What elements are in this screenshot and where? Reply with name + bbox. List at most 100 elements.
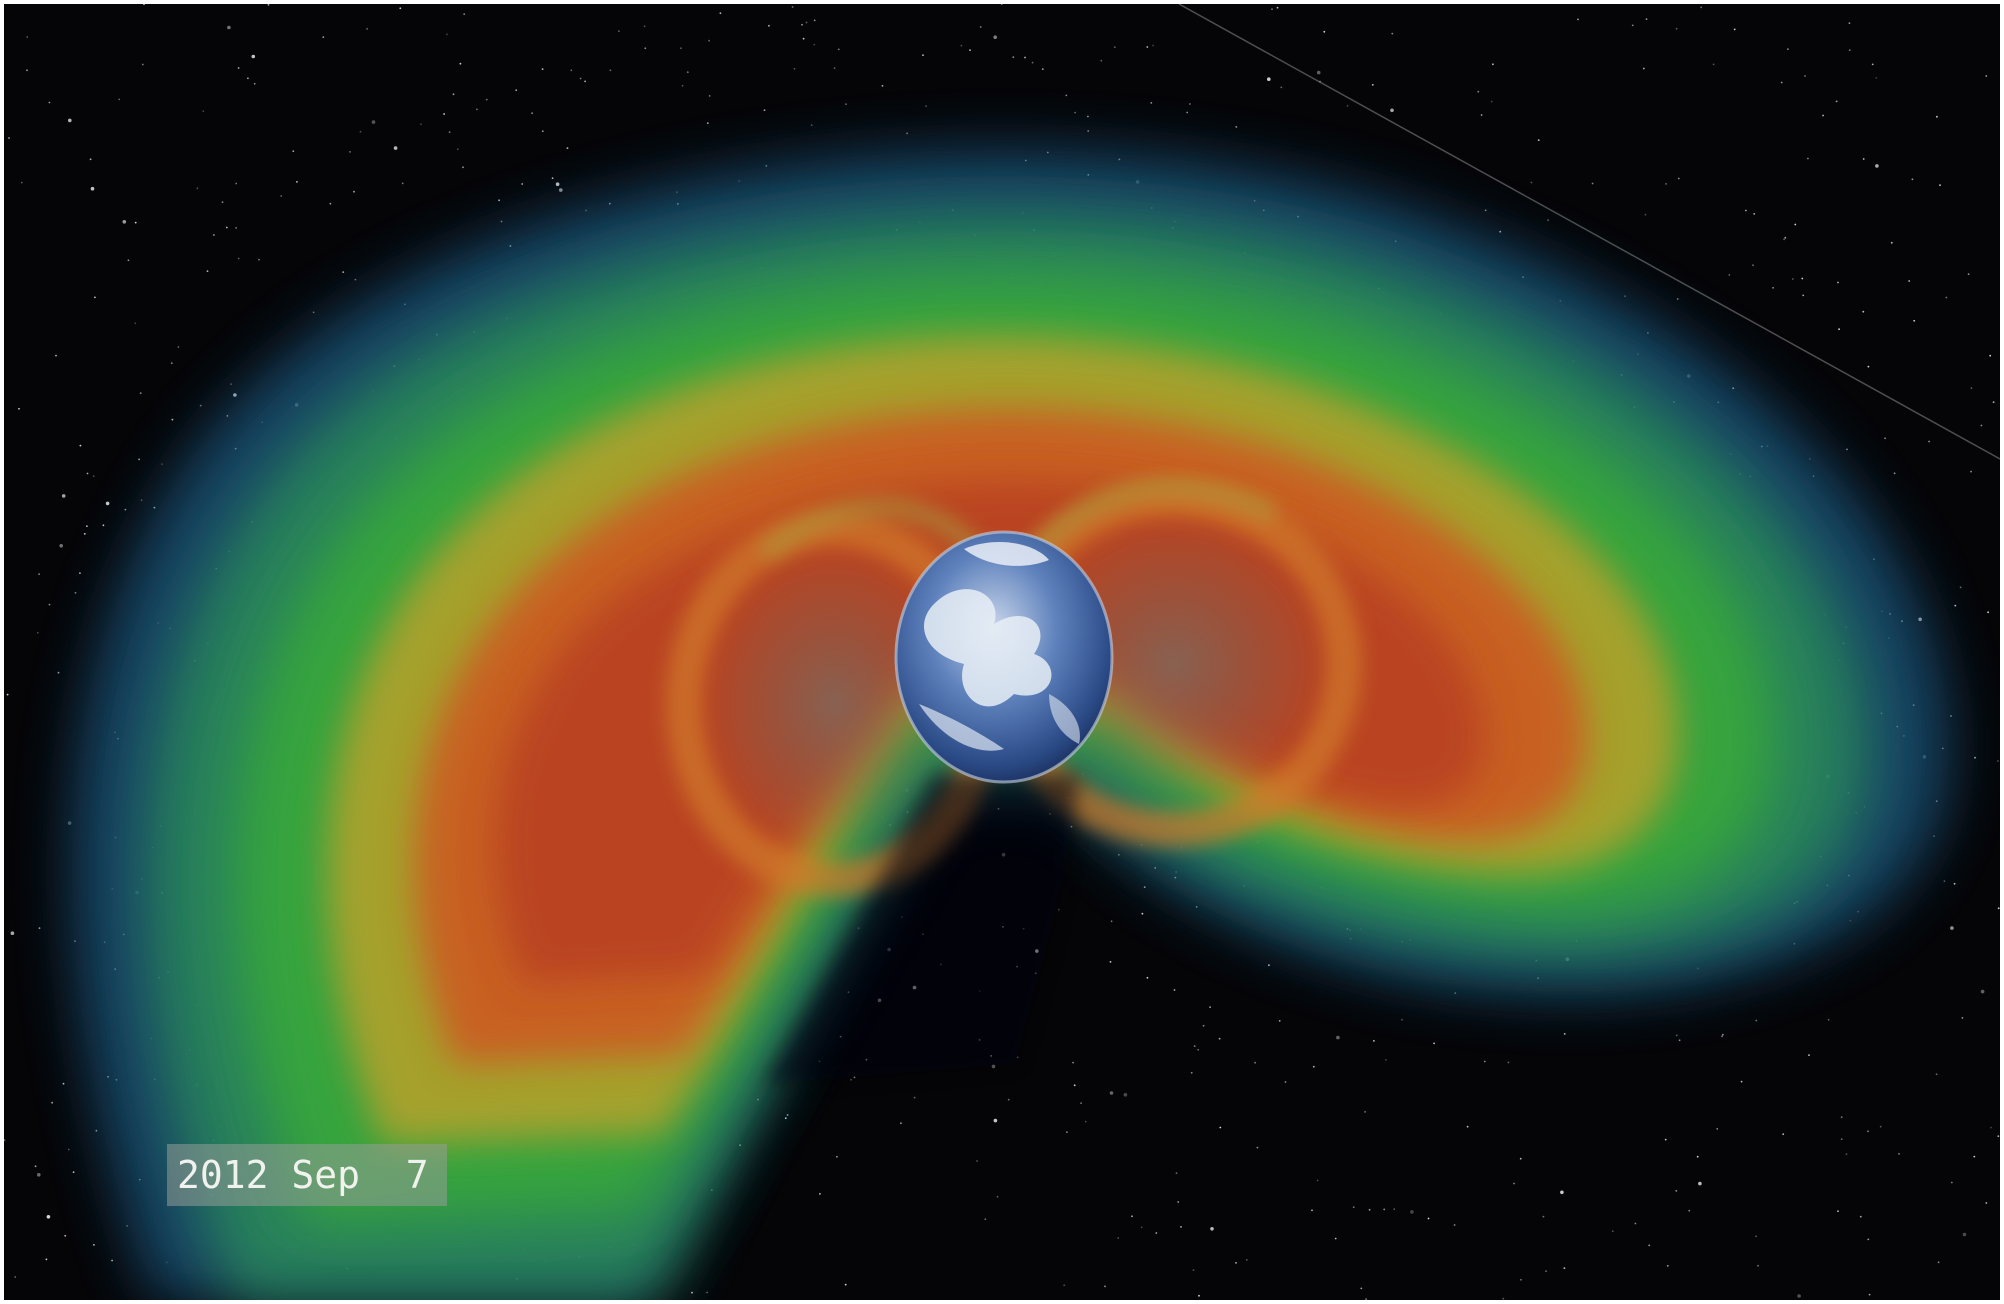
star <box>1666 1265 1669 1267</box>
star <box>1937 1261 1940 1264</box>
star <box>960 44 963 47</box>
star <box>1542 1215 1545 1218</box>
star <box>349 151 351 153</box>
star <box>1480 114 1483 116</box>
star <box>401 182 404 185</box>
star <box>1513 1182 1515 1185</box>
star <box>79 444 82 447</box>
star <box>566 147 569 150</box>
star <box>393 146 398 150</box>
star <box>235 227 238 229</box>
star <box>1284 1081 1287 1083</box>
star <box>443 113 445 115</box>
star <box>515 89 518 92</box>
star <box>83 533 86 535</box>
star <box>1953 882 1956 885</box>
star <box>366 28 368 30</box>
star <box>1352 1206 1355 1209</box>
star <box>1175 1172 1178 1174</box>
star <box>1808 1054 1810 1056</box>
star <box>57 671 60 674</box>
star <box>1143 886 1146 888</box>
star <box>177 346 180 348</box>
star <box>1235 126 1238 128</box>
star <box>124 508 127 511</box>
star <box>322 36 325 38</box>
star <box>1312 1065 1315 1068</box>
star <box>1346 105 1349 107</box>
star <box>230 383 233 385</box>
star <box>1797 1294 1801 1298</box>
star <box>691 1291 693 1294</box>
star <box>420 123 422 126</box>
star <box>1804 75 1806 77</box>
star <box>1146 976 1149 979</box>
star <box>1740 1080 1743 1083</box>
star <box>813 43 816 46</box>
star <box>127 259 130 262</box>
star <box>1484 209 1487 212</box>
star <box>1783 238 1785 241</box>
star <box>1323 30 1326 33</box>
star <box>1024 56 1026 59</box>
star <box>1577 18 1579 21</box>
star <box>1688 1209 1691 1212</box>
star <box>1198 1294 1200 1297</box>
star <box>1520 1278 1522 1281</box>
star <box>292 150 295 153</box>
radiation-belt-scene <box>4 4 2000 1300</box>
star <box>1131 1215 1133 1218</box>
star <box>462 166 464 169</box>
star <box>837 48 840 51</box>
star <box>1477 90 1480 93</box>
star <box>1390 108 1394 113</box>
star <box>38 573 40 575</box>
star <box>1879 1125 1882 1128</box>
star <box>1197 1048 1200 1051</box>
star <box>51 1101 53 1104</box>
star <box>1278 1020 1281 1022</box>
star <box>134 322 137 325</box>
star <box>170 362 173 365</box>
star <box>4 1139 6 1142</box>
star <box>551 177 554 180</box>
star <box>1031 61 1034 64</box>
star <box>836 1155 838 1158</box>
star <box>36 631 39 634</box>
star <box>354 278 357 281</box>
star <box>1177 1201 1180 1203</box>
star <box>1990 1126 1992 1129</box>
orbit-trail-line <box>1178 4 2000 460</box>
star <box>235 182 238 185</box>
star <box>1967 273 1970 276</box>
star <box>1563 1033 1566 1035</box>
star <box>1385 1058 1387 1061</box>
star <box>55 354 57 357</box>
star <box>1845 1153 1848 1155</box>
star <box>161 463 163 465</box>
star <box>1997 1135 2000 1138</box>
star <box>618 30 620 32</box>
star <box>1073 1084 1076 1087</box>
star <box>1454 992 1457 994</box>
star <box>1835 100 1838 103</box>
star <box>609 69 612 72</box>
star <box>1012 56 1015 58</box>
star <box>1453 1224 1456 1226</box>
star <box>1950 715 1952 717</box>
star <box>1547 219 1549 222</box>
star <box>79 572 81 574</box>
star <box>206 270 209 273</box>
star <box>448 131 451 133</box>
star <box>802 37 805 40</box>
star <box>1218 1037 1221 1040</box>
star <box>1393 1208 1396 1210</box>
star <box>805 21 808 24</box>
star <box>1961 1017 1964 1019</box>
star <box>141 63 144 66</box>
star <box>1807 157 1809 160</box>
star <box>1202 1024 1205 1027</box>
star <box>1113 46 1116 49</box>
star <box>86 525 88 528</box>
star <box>1970 387 1973 389</box>
